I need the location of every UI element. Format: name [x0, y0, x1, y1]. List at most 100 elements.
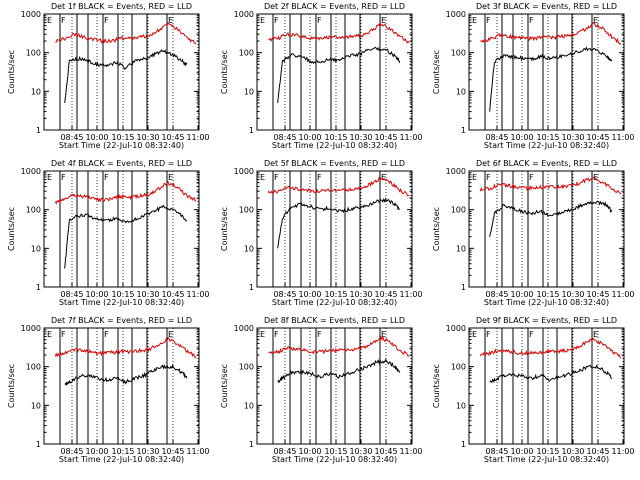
- plot-frame: [256, 327, 413, 445]
- y-axis-label: Counts/sec: [432, 364, 441, 408]
- x-tick-label: 11:00: [399, 447, 422, 456]
- x-tick-label: 08:45: [485, 290, 508, 299]
- x-tick-label: 08:45: [273, 290, 296, 299]
- x-tick-label: 10:30: [561, 447, 584, 456]
- panel-title: Det 5f BLACK = Events, RED = LLD: [264, 159, 405, 168]
- lld-series-line: [267, 176, 410, 197]
- panel-title: Det 3f BLACK = Events, RED = LLD: [476, 2, 617, 11]
- plot-frame: [256, 170, 413, 288]
- panel-title: Det 6f BLACK = Events, RED = LLD: [476, 159, 617, 168]
- x-tick-label: 08:45: [485, 133, 508, 142]
- y-tick-label: 1000: [21, 167, 41, 176]
- y-tick-label: 100: [239, 49, 254, 58]
- x-axis-label: Start Time (22-Jul-10 08:32:40): [272, 141, 397, 150]
- x-tick-label: 11:00: [399, 290, 422, 299]
- interval-marker-label: E: [260, 330, 265, 339]
- x-tick-label: 10:30: [136, 447, 159, 456]
- y-axis-label: Counts/sec: [220, 364, 229, 408]
- y-tick-label: 100: [239, 363, 254, 372]
- lld-series-line: [479, 337, 622, 359]
- interval-marker-label: F: [274, 16, 279, 25]
- y-axis-label: Counts/sec: [220, 207, 229, 251]
- x-tick-label: 08:45: [273, 133, 296, 142]
- y-tick-label: 100: [26, 206, 41, 215]
- x-tick-label: 10:00: [298, 290, 321, 299]
- y-tick-label: 1000: [234, 324, 254, 333]
- x-tick-label: 11:00: [611, 447, 634, 456]
- events-series-line: [277, 46, 401, 104]
- interval-marker-label: E: [260, 173, 265, 182]
- y-tick-label: 1000: [446, 10, 466, 19]
- events-series-line: [64, 363, 188, 387]
- x-tick-label: 10:30: [349, 133, 372, 142]
- x-tick-label: 10:45: [374, 447, 397, 456]
- y-tick-label: 1: [461, 440, 466, 449]
- events-series-line: [277, 358, 401, 384]
- y-tick-label: 1: [249, 440, 254, 449]
- interval-marker-label: F: [486, 330, 491, 339]
- interval-marker-label: E: [593, 16, 598, 25]
- interval-marker-label: F: [274, 173, 279, 182]
- x-tick-label: 10:15: [111, 290, 134, 299]
- y-tick-label: 1: [36, 126, 41, 135]
- x-tick-label: 10:45: [161, 447, 184, 456]
- y-tick-label: 100: [26, 49, 41, 58]
- events-series-line: [489, 46, 613, 112]
- interval-marker-label: F: [529, 173, 534, 182]
- x-tick-label: 10:45: [374, 133, 397, 142]
- x-tick-label: 10:00: [85, 133, 108, 142]
- detector-panel: Det 7f BLACK = Events, RED = LLD Counts/s…: [7, 316, 210, 464]
- x-tick-label: 10:00: [85, 290, 108, 299]
- x-tick-label: 10:30: [561, 133, 584, 142]
- x-tick-label: 08:45: [485, 447, 508, 456]
- x-tick-label: 08:45: [60, 290, 83, 299]
- x-axis-label: Start Time (22-Jul-10 08:32:40): [59, 141, 184, 150]
- y-tick-label: 1000: [234, 167, 254, 176]
- x-tick-label: 10:15: [536, 290, 559, 299]
- y-tick-label: 1000: [446, 324, 466, 333]
- interval-marker-label: F: [104, 330, 109, 339]
- x-axis-label: Start Time (22-Jul-10 08:32:40): [484, 141, 609, 150]
- y-axis-label: Counts/sec: [7, 364, 16, 408]
- x-tick-label: 10:15: [536, 447, 559, 456]
- interval-marker-label: E: [381, 330, 386, 339]
- x-tick-label: 10:00: [510, 133, 533, 142]
- x-tick-label: 11:00: [399, 133, 422, 142]
- x-tick-label: 11:00: [186, 290, 209, 299]
- x-tick-label: 10:15: [111, 133, 134, 142]
- interval-marker-label: E: [260, 16, 265, 25]
- interval-marker-label: E: [472, 173, 477, 182]
- interval-marker-label: F: [317, 173, 322, 182]
- interval-marker-label: E: [47, 330, 52, 339]
- y-tick-label: 100: [451, 363, 466, 372]
- x-tick-label: 10:45: [161, 290, 184, 299]
- x-tick-label: 08:45: [60, 447, 83, 456]
- y-axis-label: Counts/sec: [7, 50, 16, 94]
- interval-marker-label: F: [317, 330, 322, 339]
- y-tick-label: 1000: [234, 10, 254, 19]
- x-tick-label: 10:45: [161, 133, 184, 142]
- interval-marker-label: F: [104, 16, 109, 25]
- y-tick-label: 1: [36, 440, 41, 449]
- interval-marker-label: F: [61, 16, 66, 25]
- plot-frame: [468, 170, 625, 288]
- plot-frame: [468, 327, 625, 445]
- interval-marker-label: F: [274, 330, 279, 339]
- interval-marker-label: F: [486, 173, 491, 182]
- x-tick-label: 10:45: [586, 447, 609, 456]
- y-tick-label: 10: [244, 401, 254, 410]
- x-tick-label: 10:15: [324, 133, 347, 142]
- y-tick-label: 10: [31, 401, 41, 410]
- y-tick-label: 1000: [21, 10, 41, 19]
- y-tick-label: 10: [244, 87, 254, 96]
- x-tick-label: 10:30: [561, 290, 584, 299]
- y-axis-label: Counts/sec: [7, 207, 16, 251]
- panel-title: Det 2f BLACK = Events, RED = LLD: [264, 2, 405, 11]
- y-tick-label: 1000: [21, 324, 41, 333]
- y-tick-label: 1: [249, 283, 254, 292]
- x-axis-label: Start Time (22-Jul-10 08:32:40): [484, 455, 609, 464]
- interval-marker-label: E: [381, 173, 386, 182]
- events-series-line: [489, 364, 613, 384]
- plot-frame: [468, 13, 625, 131]
- y-tick-label: 10: [456, 244, 466, 253]
